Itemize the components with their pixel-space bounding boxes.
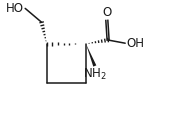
Text: NH$_2$: NH$_2$ xyxy=(83,67,107,82)
Text: O: O xyxy=(103,5,112,18)
Polygon shape xyxy=(86,44,96,67)
Text: HO: HO xyxy=(6,2,24,15)
Text: OH: OH xyxy=(126,37,144,50)
